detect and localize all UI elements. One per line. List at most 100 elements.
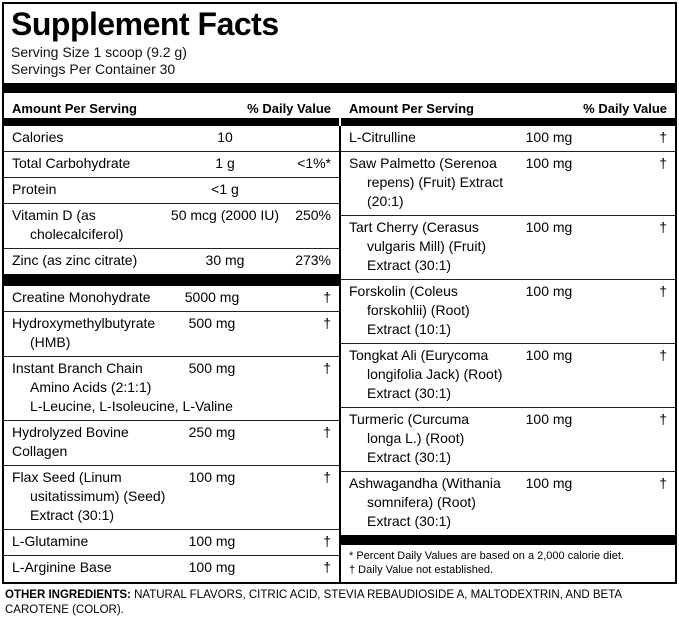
ingredient-row: Flax Seed (Linum usitatissimum) (Seed) Ext… xyxy=(4,466,339,530)
percent-daily-value-label: % Daily Value xyxy=(583,101,667,116)
ingredient-amount: 100 mg xyxy=(525,155,573,171)
ingredient-amount: 500 mg xyxy=(188,360,236,376)
ingredient-row: L-Glutamine 100 mg † xyxy=(4,530,339,556)
panel-title: Supplement Facts xyxy=(11,6,279,42)
amount-per-serving-label: Amount Per Serving xyxy=(12,101,137,116)
ingredient-row: Turmeric (Curcuma longa L.) (Root) Extract… xyxy=(341,408,675,472)
ingredient-daily-value: † xyxy=(323,559,331,575)
ingredient-daily-value: † xyxy=(659,283,667,299)
serving-size: Serving Size 1 scoop (9.2 g) xyxy=(11,44,187,60)
right-column: Amount Per Serving % Daily Value L-Citru… xyxy=(339,93,675,582)
ingredient-amount: 100 mg xyxy=(525,475,573,491)
ingredient-row: Zinc (as zinc citrate) 30 mg 273% xyxy=(4,249,339,274)
right-column-header: Amount Per Serving % Daily Value xyxy=(341,93,675,118)
ingredient-row: L-Citrulline 100 mg † xyxy=(341,126,675,152)
other-ingredients: OTHER INGREDIENTS: NATURAL FLAVORS, CITR… xyxy=(5,588,653,618)
ingredient-row: L-Arginine Base 100 mg † xyxy=(4,556,339,581)
ingredient-amount: 30 mg xyxy=(205,252,245,268)
left-supplement-rows: Creatine Monohydrate 5000 mg † Hydroxymethy… xyxy=(4,286,339,581)
ingredient-daily-value: † xyxy=(323,360,331,376)
ingredient-name: Ashwagandha (Withania somnifera) (Root) Ex… xyxy=(349,475,501,529)
ingredient-daily-value: † xyxy=(659,411,667,427)
ingredient-daily-value: † xyxy=(323,424,331,440)
ingredient-row: Protein <1 g xyxy=(4,178,339,204)
ingredient-amount: 100 mg xyxy=(525,129,573,145)
left-section-divider-bar xyxy=(4,274,339,286)
ingredient-name: L-Arginine Base xyxy=(12,559,112,575)
ingredient-amount: 50 mcg (2000 IU) xyxy=(170,207,280,223)
left-column: Amount Per Serving % Daily Value Calorie… xyxy=(4,93,339,582)
ingredient-amount: 250 mg xyxy=(188,424,236,440)
footnote-divider-bar xyxy=(341,535,675,545)
footnote-dagger: † Daily Value not established. xyxy=(349,564,494,576)
ingredient-daily-value: <1%* xyxy=(297,155,331,171)
columns-area: Amount Per Serving % Daily Value Calorie… xyxy=(4,93,675,582)
serving-info: Serving Size 1 scoop (9.2 g) Servings Pe… xyxy=(11,44,668,78)
ingredient-name: Zinc (as zinc citrate) xyxy=(12,252,138,268)
ingredient-amount: 100 mg xyxy=(525,411,573,427)
ingredient-name: Instant Branch Chain Amino Acids (2:1:1) L… xyxy=(12,360,233,414)
ingredient-row: Saw Palmetto (Serenoa repens) (Fruit) Ext… xyxy=(341,152,675,216)
ingredient-daily-value: † xyxy=(323,315,331,331)
ingredient-row: Tongkat Ali (Eurycoma longifolia Jack) (R… xyxy=(341,344,675,408)
ingredient-row: Creatine Monohydrate 5000 mg † xyxy=(4,286,339,312)
ingredient-daily-value: 273% xyxy=(295,252,331,268)
ingredient-amount: 1 g xyxy=(215,155,235,171)
right-rows: L-Citrulline 100 mg † Saw Palmetto (Serenoa… xyxy=(341,126,675,535)
ingredient-daily-value: † xyxy=(323,289,331,305)
ingredient-row: Instant Branch Chain Amino Acids (2:1:1) L… xyxy=(4,357,339,421)
ingredient-daily-value: † xyxy=(659,219,667,235)
ingredient-amount: 100 mg xyxy=(525,347,573,363)
right-header-bar xyxy=(341,118,675,126)
footnotes: * Percent Daily Values are based on a 2,… xyxy=(341,545,675,582)
ingredient-row: Calories 10 xyxy=(4,126,339,152)
ingredient-name: Protein xyxy=(12,181,57,197)
other-ingredients-text: NATURAL FLAVORS, CITRIC ACID, STEVIA REB… xyxy=(5,589,622,616)
ingredient-daily-value: † xyxy=(323,469,331,485)
ingredient-name: Turmeric (Curcuma longa L.) (Root) Extract… xyxy=(349,411,470,465)
supplement-facts-panel: Supplement Facts Serving Size 1 scoop (9… xyxy=(2,2,677,584)
ingredient-name: Hydrolyzed Bovine Collagen xyxy=(12,424,129,459)
ingredient-row: Ashwagandha (Withania somnifera) (Root) Ex… xyxy=(341,472,675,535)
ingredient-amount: 100 mg xyxy=(525,283,573,299)
column-divider-line xyxy=(339,126,341,582)
footnote-percent-dv: * Percent Daily Values are based on a 2,… xyxy=(349,550,624,562)
ingredient-row: Vitamin D (as cholecalciferol) 50 mcg (200… xyxy=(4,204,339,249)
ingredient-name: Total Carbohydrate xyxy=(12,155,131,171)
ingredient-amount: 100 mg xyxy=(188,559,236,575)
ingredient-row: Forskolin (Coleus forskohlii) (Root) Extra… xyxy=(341,280,675,344)
ingredient-name: Forskolin (Coleus forskohlii) (Root) Extra… xyxy=(349,283,470,337)
ingredient-name: Flax Seed (Linum usitatissimum) (Seed) Ext… xyxy=(12,469,166,523)
ingredient-amount: 100 mg xyxy=(525,219,573,235)
ingredient-name: L-Citrulline xyxy=(349,129,416,145)
ingredient-name: Vitamin D (as cholecalciferol) xyxy=(12,207,124,242)
ingredient-row: Hydroxymethylbutyrate (HMB) 500 mg † xyxy=(4,312,339,357)
servings-per-container: Servings Per Container 30 xyxy=(11,61,176,77)
ingredient-daily-value: 250% xyxy=(295,207,331,223)
ingredient-daily-value: † xyxy=(659,475,667,491)
ingredient-row: Tart Cherry (Cerasus vulgaris Mill) (Frui… xyxy=(341,216,675,280)
left-header-bar xyxy=(4,118,339,126)
ingredient-name: Saw Palmetto (Serenoa repens) (Fruit) Ext… xyxy=(349,155,504,209)
ingredient-daily-value: † xyxy=(659,347,667,363)
ingredient-name: Tart Cherry (Cerasus vulgaris Mill) (Frui… xyxy=(349,219,486,273)
ingredient-row: Hydrolyzed Bovine Collagen 250 mg † xyxy=(4,421,339,466)
other-ingredients-label: OTHER INGREDIENTS: xyxy=(5,589,131,601)
ingredient-amount: 10 xyxy=(217,129,233,145)
amount-per-serving-label: Amount Per Serving xyxy=(349,101,474,116)
left-column-header: Amount Per Serving % Daily Value xyxy=(4,93,339,118)
ingredient-daily-value: † xyxy=(323,533,331,549)
ingredient-amount: 100 mg xyxy=(188,533,236,549)
ingredient-daily-value: † xyxy=(659,155,667,171)
ingredient-name: Hydroxymethylbutyrate (HMB) xyxy=(12,315,156,350)
ingredient-name: Tongkat Ali (Eurycoma longifolia Jack) (R… xyxy=(349,347,503,401)
ingredient-amount: <1 g xyxy=(211,181,239,197)
left-nutrition-rows: Calories 10 Total Carbohydrate 1 g <1%* Prote… xyxy=(4,126,339,274)
ingredient-name: Calories xyxy=(12,129,64,145)
top-divider-bar xyxy=(4,83,675,93)
ingredient-name: L-Glutamine xyxy=(12,533,89,549)
ingredient-amount: 5000 mg xyxy=(184,289,240,305)
panel-header: Supplement Facts Serving Size 1 scoop (9… xyxy=(4,4,675,80)
ingredient-amount: 100 mg xyxy=(188,469,236,485)
ingredient-amount: 500 mg xyxy=(188,315,236,331)
